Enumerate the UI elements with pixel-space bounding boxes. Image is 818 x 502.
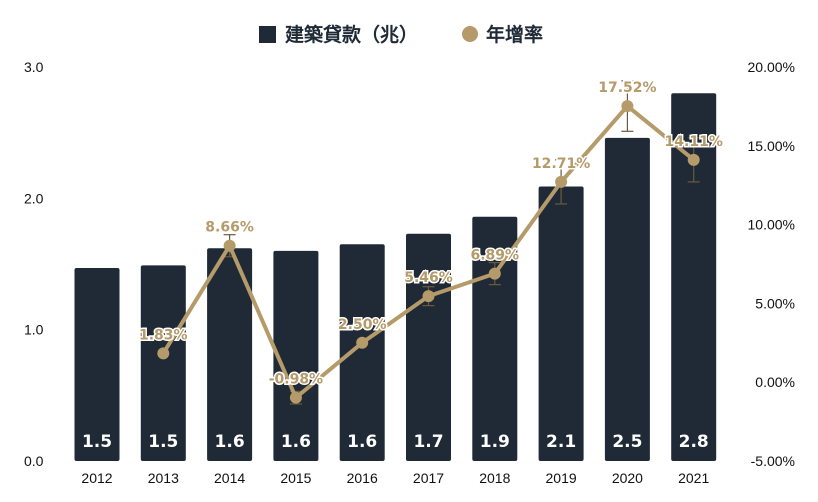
bar-value-label: 1.6 — [215, 432, 245, 452]
bar-value-label: 2.5 — [612, 432, 642, 452]
bar — [273, 250, 319, 461]
line-series: 1.83% 8.66% -0.98% 2.50% 5.46% 6.89% 12.71% 17.… — [138, 79, 724, 405]
bar-value-label: 2.1 — [546, 432, 576, 452]
growth-rate-label: 17.52% — [598, 80, 656, 96]
right-axis-tick-label: 0.00% — [755, 374, 795, 390]
left-axis-tick-label: 2.0 — [24, 190, 44, 206]
bar-value-label: 1.6 — [281, 432, 311, 452]
bar-value-label: 1.5 — [82, 432, 112, 452]
left-axis-tick-label: 3.0 — [24, 59, 44, 75]
bar — [339, 244, 385, 461]
growth-rate-label: 12.71% — [532, 156, 590, 172]
growth-rate-label: 8.66% — [205, 220, 254, 236]
x-axis: 2012 2013 2014 2015 2016 2017 2018 2019 2020 2021 — [81, 470, 709, 486]
bar-value-label: 2.8 — [679, 432, 709, 452]
legend-line-label: 年增率 — [486, 23, 543, 46]
growth-rate-label: 1.83% — [139, 327, 188, 343]
bar-value-label: 1.6 — [347, 432, 377, 452]
x-axis-tick-label: 2021 — [678, 470, 709, 486]
bar — [671, 93, 717, 462]
growth-rate-label: 2.50% — [338, 317, 387, 333]
legend-line-swatch — [462, 26, 478, 42]
growth-rate-label: 5.46% — [404, 270, 453, 286]
growth-rate-point — [621, 100, 634, 113]
bar — [140, 265, 186, 461]
x-axis-tick-label: 2013 — [148, 470, 179, 486]
left-axis-tick-label: 0.0 — [24, 453, 44, 469]
x-axis-tick-label: 2016 — [347, 470, 378, 486]
growth-rate-point — [422, 290, 435, 303]
growth-rate-point — [289, 391, 302, 404]
bar — [406, 233, 451, 461]
growth-rate-label: 14.11% — [665, 134, 723, 150]
growth-rate-point — [488, 267, 501, 280]
growth-rate-point — [223, 239, 236, 252]
right-axis-tick-label: 5.00% — [755, 295, 795, 311]
right-axis-tick-label: 20.00% — [748, 59, 795, 75]
bar-value-label: 1.9 — [480, 432, 510, 452]
growth-rate-point — [555, 175, 568, 188]
right-axis-tick-label: 15.00% — [748, 138, 795, 154]
x-axis-tick-label: 2017 — [413, 470, 444, 486]
x-axis-tick-label: 2012 — [81, 470, 112, 486]
growth-rate-point — [157, 347, 170, 360]
bar — [207, 248, 253, 461]
x-axis-tick-label: 2020 — [612, 470, 643, 486]
growth-rate-label: -0.98% — [269, 372, 323, 388]
right-axis-tick-label: -5.00% — [751, 453, 795, 469]
x-axis-tick-label: 2019 — [546, 470, 577, 486]
growth-rate-point — [687, 153, 700, 166]
bar — [538, 186, 584, 461]
bar-series: 1.5 1.5 1.6 1.6 1.6 1.7 1.9 2.1 2.5 2.8 — [74, 93, 717, 462]
right-axis: -5.00% 0.00% 5.00% 10.00% 15.00% 20.00% — [748, 59, 795, 469]
bar — [74, 267, 120, 461]
legend-bar-label: 建築貸款（兆） — [285, 23, 418, 46]
right-axis-tick-label: 10.00% — [748, 217, 795, 233]
bar — [604, 137, 650, 462]
left-axis: 0.0 1.0 2.0 3.0 — [24, 59, 44, 469]
bar-value-label: 1.5 — [148, 432, 178, 452]
left-axis-tick-label: 1.0 — [24, 322, 44, 338]
x-axis-tick-label: 2018 — [479, 470, 510, 486]
growth-rate-label: 6.89% — [471, 248, 520, 264]
growth-rate-point — [356, 336, 369, 349]
legend-bar-swatch — [259, 26, 276, 43]
x-axis-tick-label: 2015 — [280, 470, 311, 486]
bar-value-label: 1.7 — [413, 432, 443, 452]
x-axis-tick-label: 2014 — [214, 470, 245, 486]
legend: 建築貸款（兆） 年增率 — [259, 23, 543, 46]
